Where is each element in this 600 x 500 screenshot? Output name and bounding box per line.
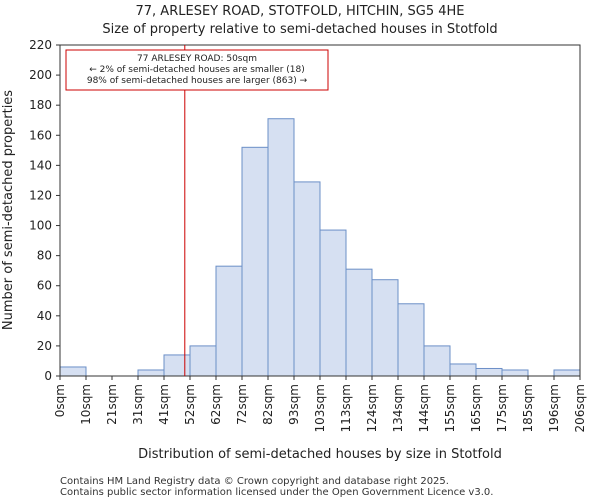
bar-134sqm xyxy=(397,303,425,377)
x-tick-label: 31sqm xyxy=(131,384,145,425)
bar-155sqm xyxy=(449,363,477,377)
annotation-box: 77 ARLESEY ROAD: 50sqm ← 2% of semi-deta… xyxy=(65,49,329,91)
x-tick-label: 155sqm xyxy=(443,384,457,432)
bar-124sqm xyxy=(371,279,399,377)
y-axis-ticks: 0 20 40 60 80 100 120 140 160 180 200 220 xyxy=(29,38,60,383)
x-tick-label: 62sqm xyxy=(209,384,223,425)
bar-52sqm xyxy=(189,345,217,377)
chart-title: 77, ARLESEY ROAD, STOTFOLD, HITCHIN, SG5… xyxy=(136,4,465,19)
bar-0sqm xyxy=(59,366,87,377)
annotation-border xyxy=(65,49,329,91)
chart-subtitle: Size of property relative to semi-detach… xyxy=(102,22,497,37)
plot-frame xyxy=(59,44,581,377)
y-tick-label: 160 xyxy=(29,128,52,142)
bar-93sqm xyxy=(293,181,321,377)
y-tick-label: 40 xyxy=(37,309,52,323)
bar-196sqm xyxy=(553,369,581,377)
bar-82sqm xyxy=(267,118,295,377)
footer-line-1: Contains HM Land Registry data © Crown c… xyxy=(60,476,449,487)
x-tick-label: 10sqm xyxy=(79,384,93,425)
y-tick-label: 220 xyxy=(29,38,52,52)
bar-41sqm xyxy=(163,354,191,377)
y-tick-label: 80 xyxy=(37,249,52,263)
x-tick-label: 165sqm xyxy=(469,384,483,432)
x-tick-label: 185sqm xyxy=(521,384,535,432)
y-tick-label: 20 xyxy=(37,339,52,353)
x-tick-label: 175sqm xyxy=(495,384,509,432)
x-tick-label: 41sqm xyxy=(157,384,171,425)
bar-144sqm xyxy=(423,345,451,377)
y-tick-label: 60 xyxy=(37,279,52,293)
annotation-line-3: 98% of semi-detached houses are larger (… xyxy=(87,76,308,86)
x-tick-label: 52sqm xyxy=(183,384,197,425)
annotation-line-1: 77 ARLESEY ROAD: 50sqm xyxy=(137,54,257,64)
bar-72sqm xyxy=(241,146,269,377)
y-tick-label: 200 xyxy=(29,68,52,82)
x-tick-label: 72sqm xyxy=(235,384,249,425)
x-axis-label: Distribution of semi-detached houses by … xyxy=(138,447,502,462)
bar-62sqm xyxy=(215,265,243,377)
x-tick-label: 103sqm xyxy=(313,384,327,432)
y-tick-label: 140 xyxy=(29,158,52,172)
bar-175sqm xyxy=(501,369,529,377)
bar-31sqm xyxy=(137,369,165,377)
y-axis-label: Number of semi-detached properties xyxy=(1,90,16,330)
y-tick-label: 180 xyxy=(29,98,52,112)
x-tick-label: 206sqm xyxy=(573,384,587,432)
y-tick-label: 0 xyxy=(44,369,52,383)
x-tick-label: 134sqm xyxy=(391,384,405,432)
x-tick-label: 196sqm xyxy=(547,384,561,432)
bar-165sqm xyxy=(475,367,503,377)
bar-103sqm xyxy=(319,229,347,377)
bar-113sqm xyxy=(345,268,373,377)
x-tick-label: 0sqm xyxy=(53,384,67,417)
y-tick-label: 120 xyxy=(29,188,52,202)
x-tick-label: 93sqm xyxy=(287,384,301,425)
bars-group xyxy=(59,118,581,377)
x-axis-ticks: 0sqm 10sqm 21sqm 31sqm 41sqm 52sqm 62sqm 72sqm 8… xyxy=(53,376,587,432)
x-tick-label: 124sqm xyxy=(365,384,379,432)
y-tick-label: 100 xyxy=(29,219,52,233)
x-tick-label: 113sqm xyxy=(339,384,353,432)
x-tick-label: 82sqm xyxy=(261,384,275,425)
x-tick-label: 21sqm xyxy=(105,384,119,425)
footer-line-2: Contains public sector information licen… xyxy=(60,487,493,498)
x-tick-label: 144sqm xyxy=(417,384,431,432)
annotation-line-2: ← 2% of semi-detached houses are smaller… xyxy=(89,65,305,75)
